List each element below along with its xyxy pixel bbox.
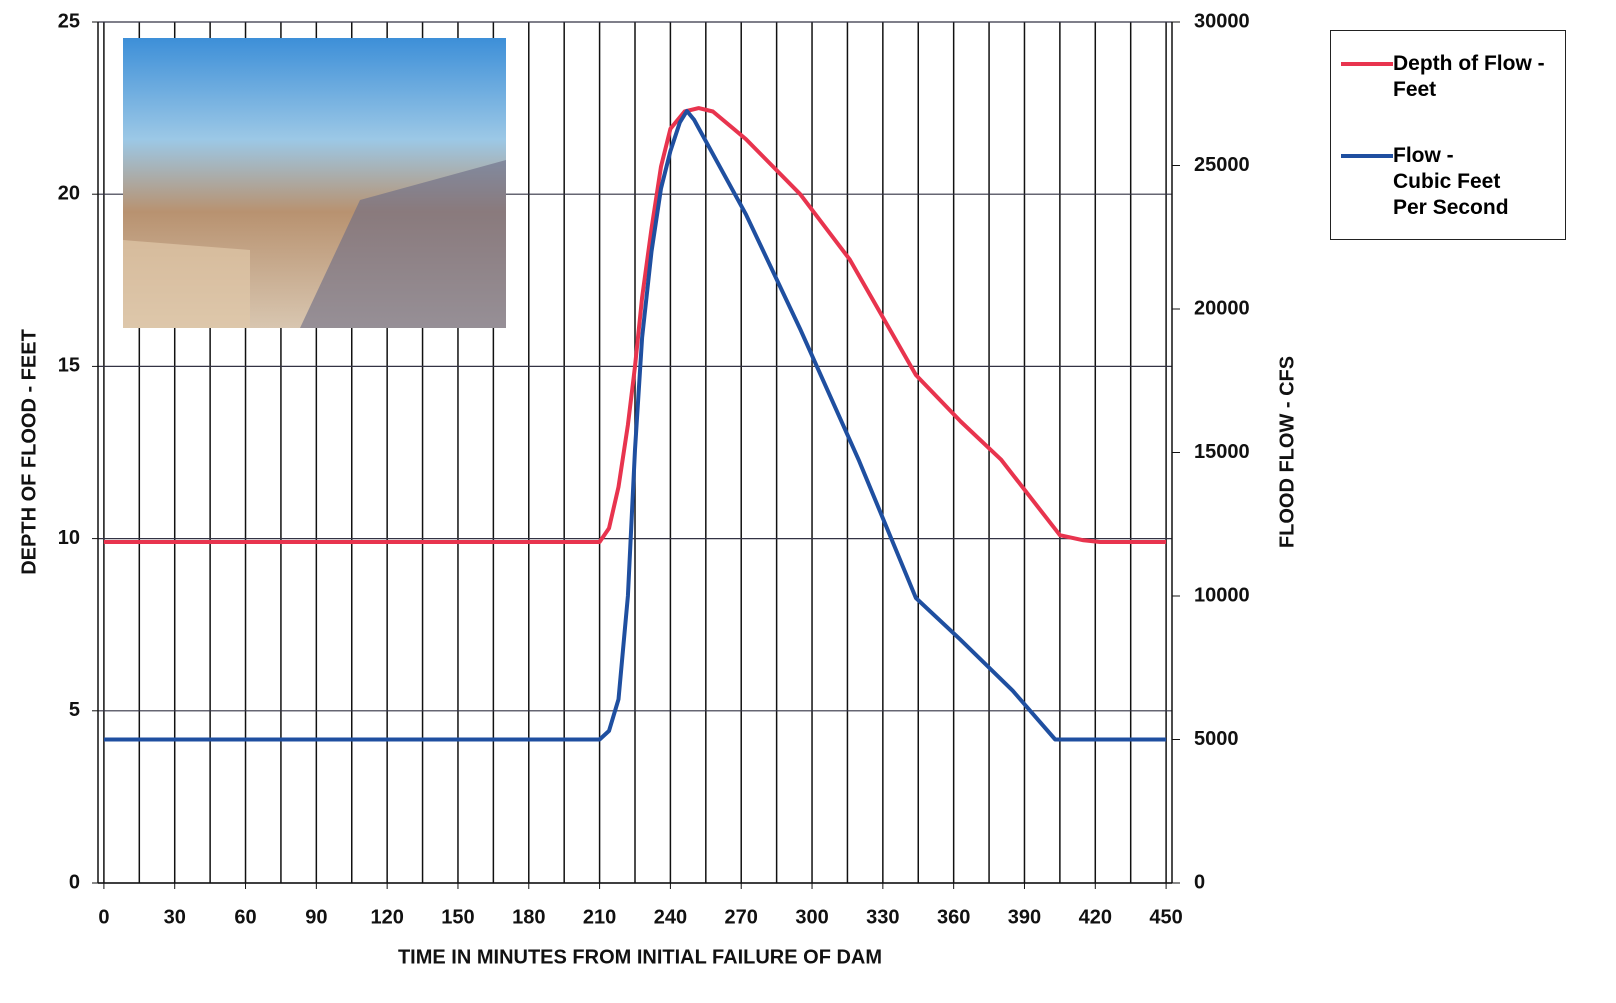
- legend: Depth of Flow - Feet Flow - Cubic Feet Pe…: [1330, 30, 1566, 240]
- x-tick-label: 120: [370, 906, 403, 928]
- x-tick-label: 390: [1008, 906, 1041, 928]
- x-tick-label: 450: [1149, 906, 1182, 928]
- x-axis-title: TIME IN MINUTES FROM INITIAL FAILURE OF …: [398, 946, 882, 968]
- y2-tick-label: 30000: [1194, 10, 1250, 32]
- x-tick-label: 180: [512, 906, 545, 928]
- x-tick-label: 240: [654, 906, 687, 928]
- legend-item: Flow - Cubic Feet Per Second: [1341, 143, 1513, 221]
- x-tick-label: 90: [305, 906, 327, 928]
- x-tick-label: 150: [441, 906, 474, 928]
- y-tick-label: 5: [69, 699, 80, 721]
- legend-item: Depth of Flow - Feet: [1341, 51, 1553, 103]
- photo-detail: [123, 240, 250, 328]
- y-axis-title: DEPTH OF FLOOD - FEET: [18, 329, 40, 575]
- y2-tick-label: 20000: [1194, 297, 1250, 319]
- legend-swatch: [1341, 154, 1393, 158]
- x-tick-label: 210: [583, 906, 616, 928]
- legend-label: Depth of Flow - Feet: [1393, 52, 1545, 101]
- legend-swatch: [1341, 62, 1393, 66]
- x-tick-label: 270: [725, 906, 758, 928]
- y2-tick-label: 15000: [1194, 441, 1250, 463]
- x-tick-label: 360: [937, 906, 970, 928]
- x-tick-label: 300: [795, 906, 828, 928]
- series-line: [103, 109, 1167, 742]
- y2-axis-title: FLOOD FLOW - CFS: [1276, 356, 1298, 548]
- y-tick-label: 10: [58, 527, 80, 549]
- x-tick-label: 330: [866, 906, 899, 928]
- x-tick-label: 30: [164, 906, 186, 928]
- y2-tick-label: 5000: [1194, 728, 1239, 750]
- y2-tick-label: 10000: [1194, 584, 1250, 606]
- y2-tick-label: 25000: [1194, 154, 1250, 176]
- legend-label: Flow - Cubic Feet Per Second: [1393, 144, 1509, 219]
- y-tick-label: 0: [69, 871, 80, 893]
- x-tick-label: 0: [98, 906, 109, 928]
- photo-detail: [300, 160, 506, 328]
- y-tick-label: 15: [58, 355, 80, 377]
- y2-tick-label: 0: [1194, 871, 1205, 893]
- series-line: [103, 106, 1167, 544]
- y-tick-label: 25: [58, 10, 80, 32]
- x-tick-label: 420: [1079, 906, 1112, 928]
- x-tick-label: 60: [234, 906, 256, 928]
- y-tick-label: 20: [58, 182, 80, 204]
